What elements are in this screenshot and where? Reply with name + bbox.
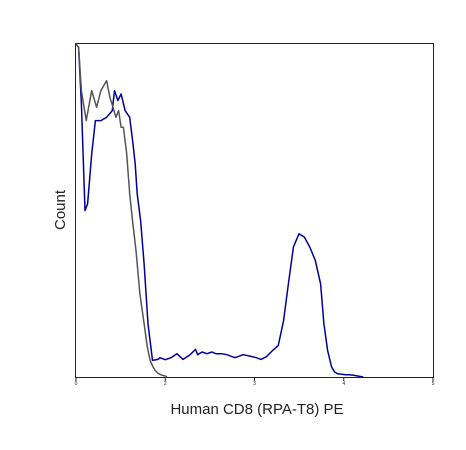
x-tick-label: 4 — [342, 381, 345, 387]
y-axis-label: Count — [52, 189, 69, 230]
x-tick-label: 0 — [75, 381, 78, 387]
histogram-series-0 — [75, 43, 364, 378]
plot-frame — [75, 43, 434, 378]
x-tick-label: 2 — [164, 381, 167, 387]
series-layer — [75, 43, 364, 378]
histogram-series-1 — [75, 43, 168, 378]
x-axis-label: Human CD8 (RPA-T8) PE — [170, 401, 343, 418]
x-tick-label: 5 — [432, 381, 435, 387]
x-tick-label: 3 — [253, 381, 256, 387]
x-axis-ticks: 0 2 3 4 5 — [75, 377, 435, 387]
